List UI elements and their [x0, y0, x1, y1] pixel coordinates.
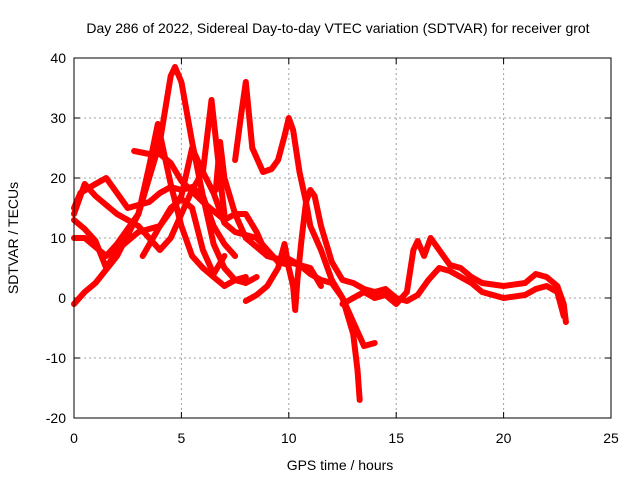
- y-tick-label: 40: [50, 50, 66, 66]
- series-s9: [232, 79, 378, 349]
- x-tick-label: 15: [388, 430, 404, 446]
- chart-title: Day 286 of 2022, Sidereal Day-to-day VTE…: [86, 20, 589, 36]
- series-s5: [71, 175, 239, 259]
- x-tick-label: 10: [281, 430, 297, 446]
- axis-ticks: 0 5 10 15 20 25 40 30 20 10 0 -10 -20: [46, 50, 619, 446]
- plot-frame: [73, 57, 612, 419]
- x-tick-label: 25: [603, 430, 619, 446]
- y-tick-label: -10: [46, 350, 66, 366]
- x-tick-label: 20: [496, 430, 512, 446]
- series-s10: [242, 187, 567, 319]
- y-tick-label: -20: [46, 410, 66, 426]
- y-tick-label: 30: [50, 110, 66, 126]
- x-tick-label: 0: [70, 430, 78, 446]
- x-tick-label: 5: [178, 430, 186, 446]
- data-series: [71, 64, 569, 403]
- y-axis-label: SDTVAR / TECUs: [5, 182, 21, 294]
- y-tick-label: 10: [50, 230, 66, 246]
- y-tick-label: 20: [50, 170, 66, 186]
- x-axis-label: GPS time / hours: [287, 457, 394, 473]
- series-s7: [139, 145, 292, 268]
- series-s11: [339, 235, 569, 325]
- series-s4: [71, 97, 228, 253]
- y-tick-label: 0: [58, 290, 66, 306]
